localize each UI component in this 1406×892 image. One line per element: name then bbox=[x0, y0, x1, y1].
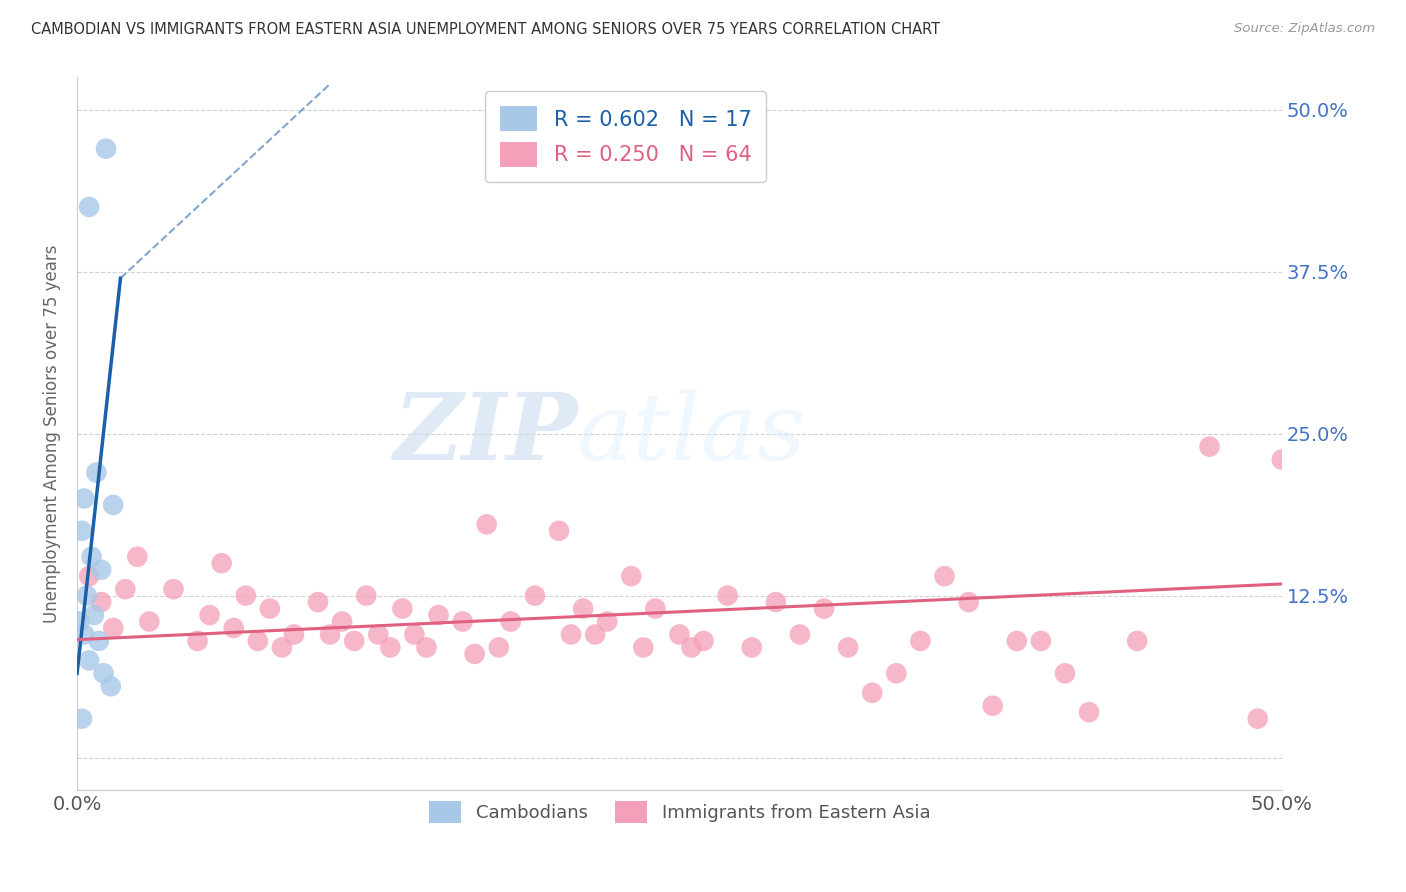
Point bbox=[76, 589, 98, 603]
Point bbox=[235, 589, 257, 603]
Point bbox=[488, 640, 510, 655]
Point bbox=[596, 615, 619, 629]
Point bbox=[270, 640, 292, 655]
Point bbox=[283, 627, 305, 641]
Point bbox=[681, 640, 703, 655]
Point bbox=[187, 634, 209, 648]
Point bbox=[717, 589, 740, 603]
Point bbox=[620, 569, 643, 583]
Point bbox=[1053, 666, 1076, 681]
Point bbox=[211, 556, 233, 570]
Point bbox=[644, 601, 666, 615]
Point bbox=[70, 524, 93, 538]
Point bbox=[451, 615, 474, 629]
Point bbox=[404, 627, 426, 641]
Point bbox=[319, 627, 342, 641]
Point bbox=[837, 640, 859, 655]
Point bbox=[114, 582, 136, 596]
Point bbox=[103, 498, 125, 512]
Point bbox=[162, 582, 184, 596]
Point bbox=[90, 595, 112, 609]
Point bbox=[70, 712, 93, 726]
Point bbox=[100, 679, 122, 693]
Point bbox=[367, 627, 389, 641]
Point bbox=[560, 627, 582, 641]
Point bbox=[583, 627, 606, 641]
Legend: Cambodians, Immigrants from Eastern Asia: Cambodians, Immigrants from Eastern Asia bbox=[418, 790, 941, 834]
Text: Source: ZipAtlas.com: Source: ZipAtlas.com bbox=[1234, 22, 1375, 36]
Point bbox=[981, 698, 1004, 713]
Point bbox=[910, 634, 932, 648]
Point bbox=[934, 569, 956, 583]
Point bbox=[93, 666, 115, 681]
Point bbox=[103, 621, 125, 635]
Point bbox=[198, 608, 221, 623]
Point bbox=[884, 666, 907, 681]
Point bbox=[246, 634, 269, 648]
Point bbox=[427, 608, 450, 623]
Point bbox=[548, 524, 571, 538]
Point bbox=[1247, 712, 1270, 726]
Point bbox=[138, 615, 160, 629]
Point bbox=[73, 491, 96, 506]
Point bbox=[391, 601, 413, 615]
Point bbox=[464, 647, 486, 661]
Point bbox=[1198, 440, 1220, 454]
Point bbox=[90, 563, 112, 577]
Point bbox=[1029, 634, 1052, 648]
Point bbox=[1126, 634, 1149, 648]
Point bbox=[741, 640, 763, 655]
Point bbox=[668, 627, 690, 641]
Point bbox=[259, 601, 281, 615]
Point bbox=[330, 615, 353, 629]
Text: ZIP: ZIP bbox=[392, 389, 576, 479]
Point bbox=[222, 621, 245, 635]
Point bbox=[1005, 634, 1028, 648]
Point bbox=[523, 589, 546, 603]
Point bbox=[354, 589, 377, 603]
Point bbox=[789, 627, 811, 641]
Point bbox=[80, 549, 103, 564]
Point bbox=[77, 653, 100, 667]
Text: CAMBODIAN VS IMMIGRANTS FROM EASTERN ASIA UNEMPLOYMENT AMONG SENIORS OVER 75 YEA: CAMBODIAN VS IMMIGRANTS FROM EASTERN ASI… bbox=[31, 22, 941, 37]
Point bbox=[415, 640, 437, 655]
Point bbox=[1271, 452, 1294, 467]
Point bbox=[87, 634, 110, 648]
Point bbox=[633, 640, 655, 655]
Text: atlas: atlas bbox=[576, 389, 807, 479]
Point bbox=[83, 608, 105, 623]
Point bbox=[1078, 705, 1101, 719]
Point bbox=[69, 615, 91, 629]
Point bbox=[860, 686, 883, 700]
Point bbox=[957, 595, 980, 609]
Point bbox=[499, 615, 522, 629]
Point bbox=[94, 142, 117, 156]
Point bbox=[73, 627, 96, 641]
Point bbox=[77, 200, 100, 214]
Point bbox=[572, 601, 595, 615]
Y-axis label: Unemployment Among Seniors over 75 years: Unemployment Among Seniors over 75 years bbox=[44, 244, 60, 623]
Point bbox=[343, 634, 366, 648]
Point bbox=[380, 640, 402, 655]
Point bbox=[475, 517, 498, 532]
Point bbox=[127, 549, 149, 564]
Point bbox=[692, 634, 714, 648]
Point bbox=[813, 601, 835, 615]
Point bbox=[77, 569, 100, 583]
Point bbox=[307, 595, 329, 609]
Point bbox=[765, 595, 787, 609]
Point bbox=[86, 466, 108, 480]
